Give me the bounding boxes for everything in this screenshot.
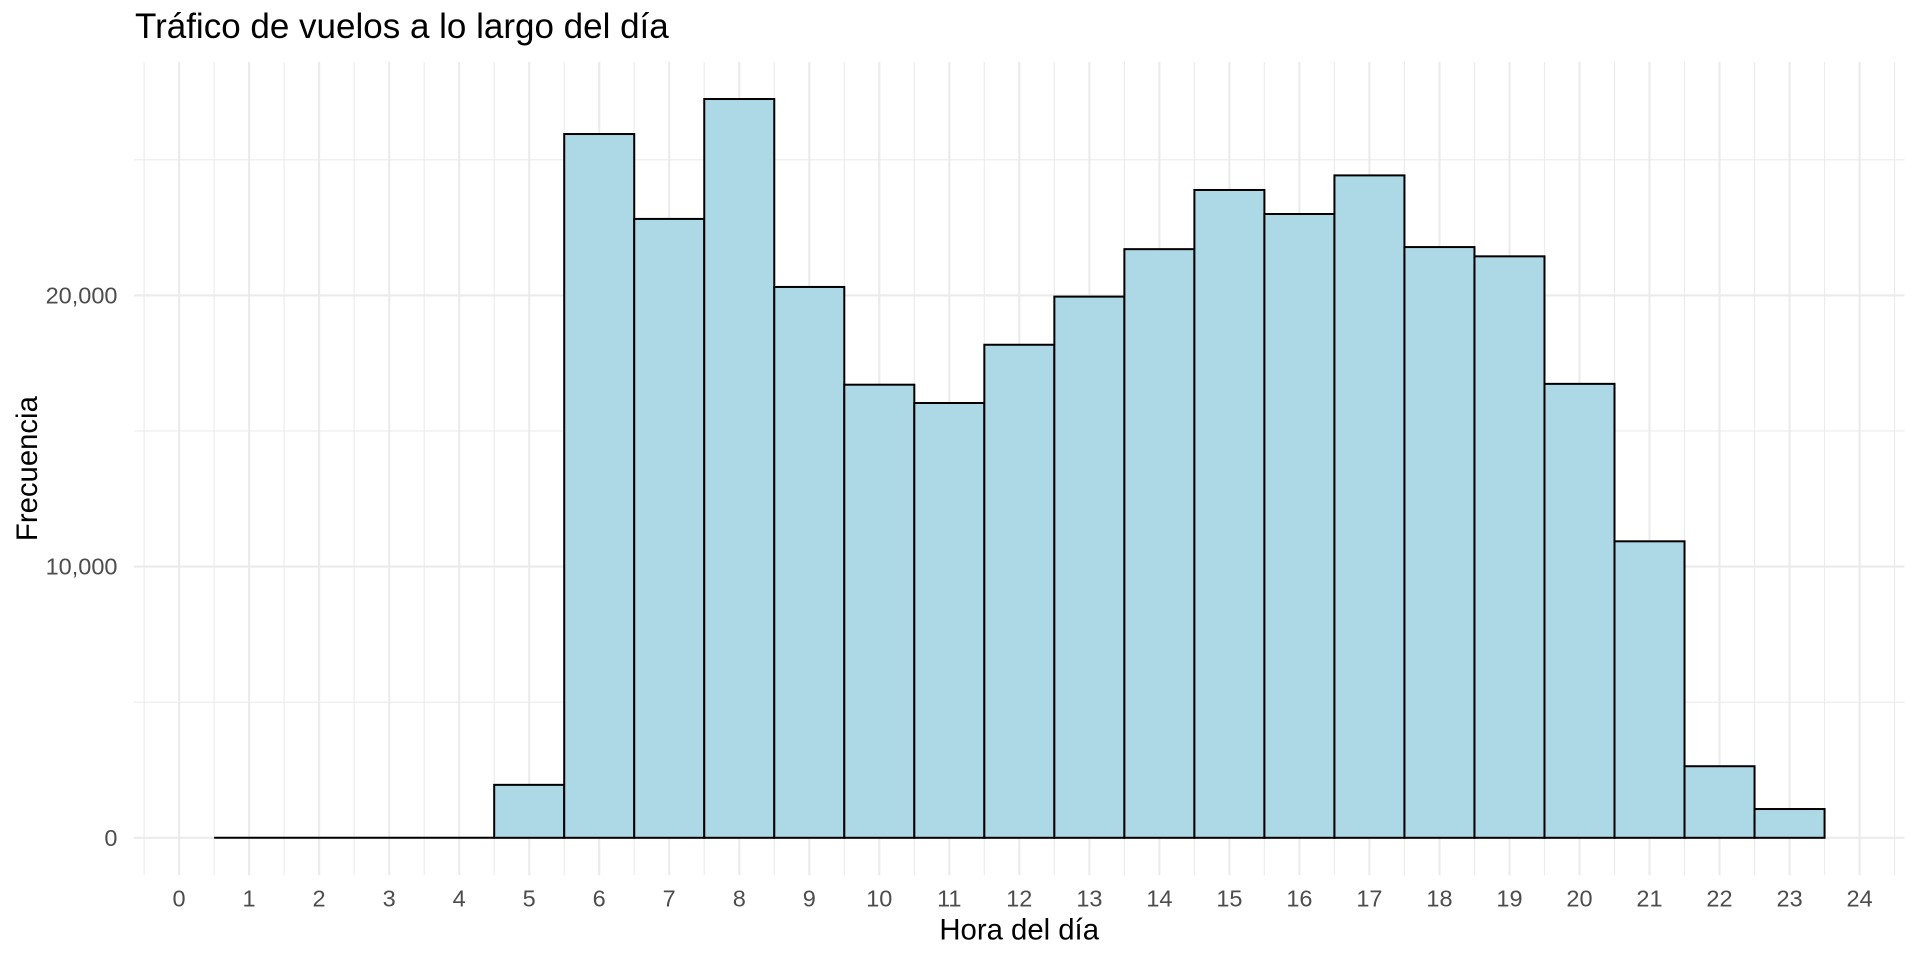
- svg-text:15: 15: [1216, 885, 1242, 911]
- svg-text:10,000: 10,000: [46, 554, 118, 580]
- svg-text:Tráfico de vuelos a lo largo d: Tráfico de vuelos a lo largo del día: [135, 7, 669, 46]
- svg-text:3: 3: [383, 885, 396, 911]
- svg-text:11: 11: [937, 885, 961, 911]
- svg-text:20,000: 20,000: [46, 283, 118, 309]
- svg-text:1: 1: [243, 885, 256, 911]
- svg-text:10: 10: [866, 885, 892, 911]
- svg-text:0: 0: [173, 885, 186, 911]
- svg-text:22: 22: [1706, 885, 1732, 911]
- svg-text:4: 4: [453, 885, 466, 911]
- svg-text:0: 0: [104, 825, 117, 851]
- svg-text:24: 24: [1847, 885, 1873, 911]
- svg-text:7: 7: [663, 885, 676, 911]
- svg-text:21: 21: [1636, 885, 1662, 911]
- svg-text:13: 13: [1076, 885, 1102, 911]
- svg-text:12: 12: [1006, 885, 1032, 911]
- svg-text:8: 8: [733, 885, 746, 911]
- svg-text:5: 5: [523, 885, 536, 911]
- svg-text:18: 18: [1426, 885, 1452, 911]
- svg-text:Hora del día: Hora del día: [939, 914, 1099, 947]
- svg-text:19: 19: [1496, 885, 1522, 911]
- svg-text:2: 2: [313, 885, 326, 911]
- svg-text:6: 6: [593, 885, 606, 911]
- svg-text:16: 16: [1286, 885, 1312, 911]
- svg-text:23: 23: [1777, 885, 1803, 911]
- svg-text:Frecuencia: Frecuencia: [11, 395, 44, 541]
- svg-text:20: 20: [1566, 885, 1592, 911]
- svg-text:14: 14: [1146, 885, 1172, 911]
- svg-text:9: 9: [803, 885, 816, 911]
- svg-text:17: 17: [1356, 885, 1382, 911]
